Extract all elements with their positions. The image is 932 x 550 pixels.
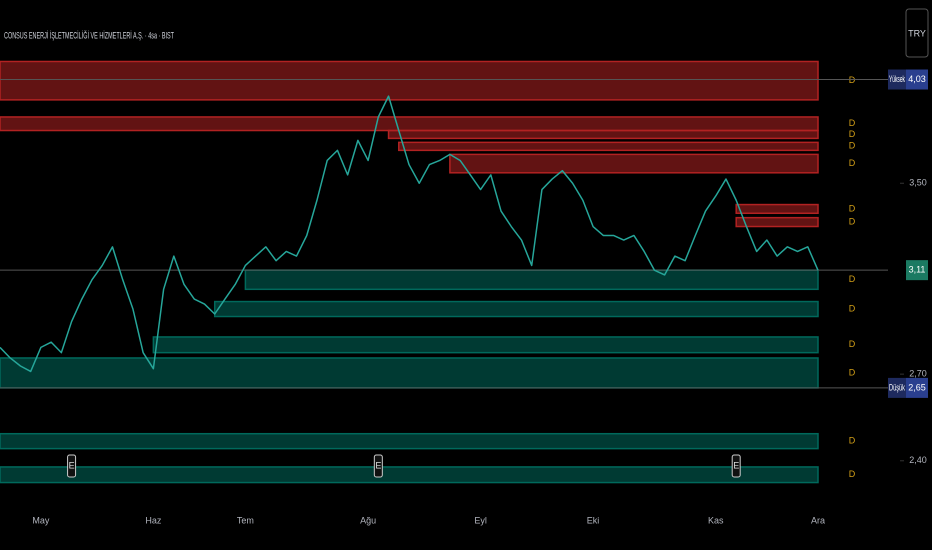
- price-label: 2,65: [908, 382, 926, 392]
- zone: [735, 216, 819, 228]
- price-line-series: [0, 95, 819, 373]
- x-tick-label: May: [32, 515, 50, 525]
- x-tick-label: Kas: [708, 515, 724, 525]
- zone-tag: D: [849, 158, 856, 168]
- zone-tag: D: [849, 118, 856, 128]
- price-label-box: [906, 260, 928, 281]
- zone-tag: D: [849, 274, 856, 284]
- zone: [0, 357, 819, 389]
- event-label: E: [69, 460, 75, 470]
- y-tick-label: 2,70: [909, 369, 927, 379]
- zone: [244, 269, 819, 291]
- price-label-box: [906, 69, 928, 90]
- price-label: 3,11: [909, 265, 926, 275]
- x-tick-label: Ağu: [360, 515, 376, 525]
- zone-tag: D: [849, 436, 856, 446]
- price-name-box: [888, 69, 906, 90]
- y-tick-label: 3,50: [909, 178, 927, 188]
- zone-tag: D: [849, 75, 856, 85]
- event-box: [731, 454, 741, 478]
- zone: [0, 116, 819, 132]
- price-name: Düşük: [889, 382, 905, 392]
- zone: [0, 432, 819, 450]
- event-box: [373, 454, 383, 478]
- price-label-box: [906, 377, 928, 398]
- zone: [387, 129, 819, 140]
- zone: [0, 60, 819, 101]
- zone-tag: D: [849, 141, 856, 151]
- event-box: [67, 454, 77, 478]
- zone-tag: D: [849, 216, 856, 226]
- currency-button[interactable]: [905, 8, 929, 58]
- event-label: E: [375, 460, 381, 470]
- zone: [449, 153, 819, 174]
- zone-tag: D: [849, 339, 856, 349]
- zone-tag: D: [849, 203, 856, 213]
- x-tick-label: Tem: [237, 515, 254, 525]
- currency-label[interactable]: TRY: [908, 28, 926, 38]
- x-tick-label: Eyl: [474, 515, 487, 525]
- zone-tag: D: [849, 129, 856, 139]
- y-tick-label: 2,40: [909, 455, 927, 465]
- zone: [735, 203, 819, 215]
- zone: [152, 336, 819, 354]
- zone: [398, 141, 819, 152]
- zone-tag: D: [849, 303, 856, 313]
- zone: [0, 466, 819, 484]
- chart-title: CONSUS ENERJİ İŞLETMECİLİĞİ VE HİZMETLER…: [4, 30, 174, 40]
- zone-tag: D: [849, 367, 856, 377]
- zone-tag: D: [849, 469, 856, 479]
- event-label: E: [733, 460, 739, 470]
- x-tick-label: Eki: [587, 515, 600, 525]
- price-name: Yüksek: [889, 74, 905, 84]
- price-name-box: [888, 377, 906, 398]
- x-tick-label: Haz: [145, 515, 162, 525]
- price-label: 4,03: [908, 74, 926, 84]
- zone: [213, 300, 819, 318]
- x-tick-label: Ara: [811, 515, 825, 525]
